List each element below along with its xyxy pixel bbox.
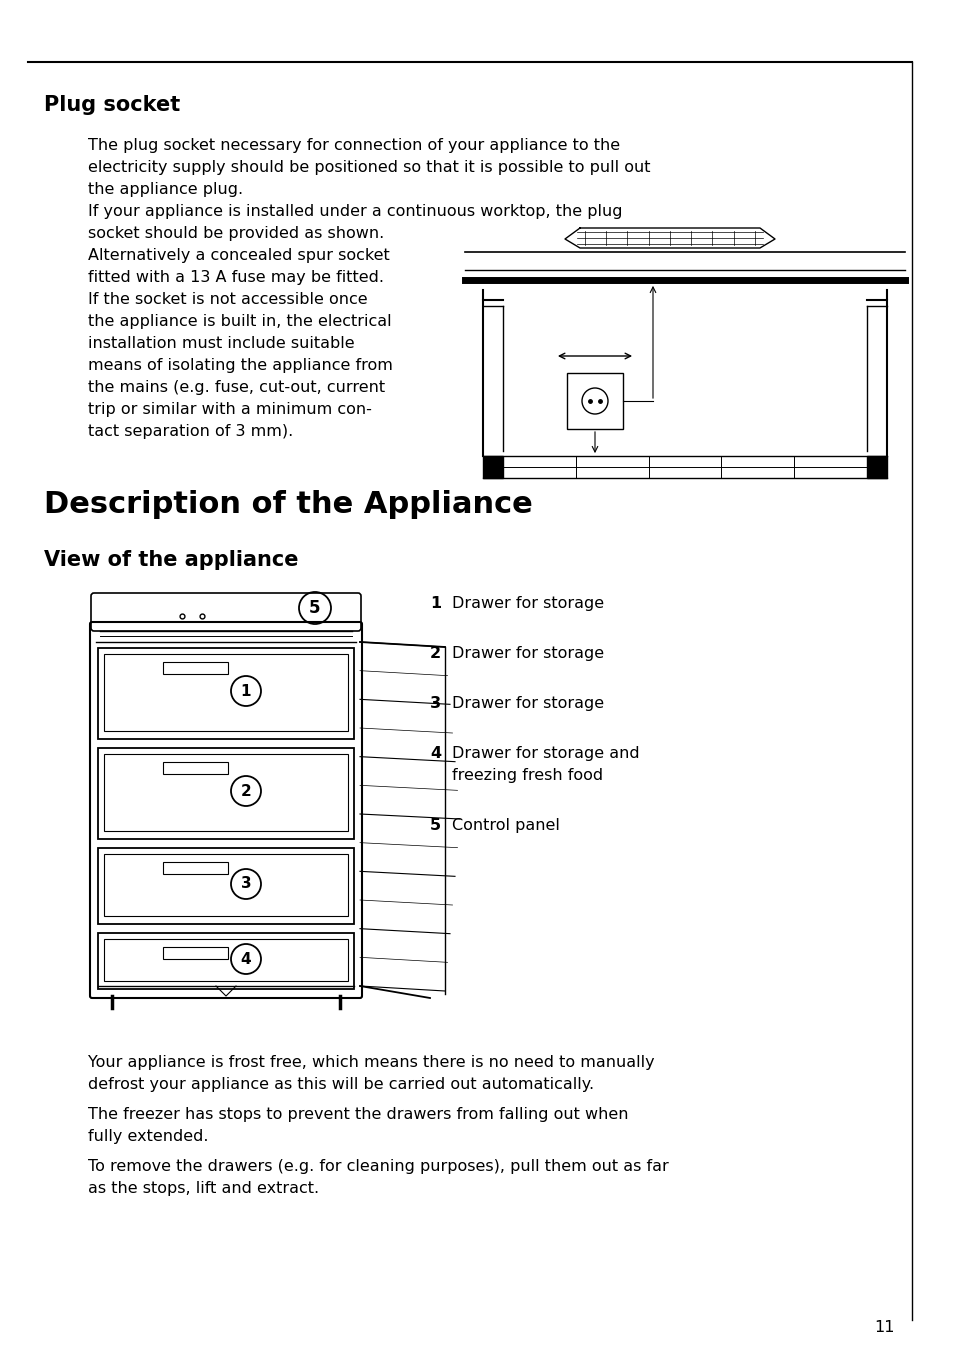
Text: trip or similar with a minimum con-: trip or similar with a minimum con-	[88, 402, 372, 416]
Text: 3: 3	[240, 876, 251, 891]
Bar	[98, 933, 354, 990]
Text: freezing fresh food: freezing fresh food	[452, 768, 602, 783]
Bar	[104, 754, 348, 831]
Bar	[104, 854, 348, 917]
Text: defrost your appliance as this will be carried out automatically.: defrost your appliance as this will be c…	[88, 1078, 594, 1092]
Bar	[163, 863, 228, 873]
Text: the appliance is built in, the electrical: the appliance is built in, the electrica…	[88, 314, 392, 329]
Text: The freezer has stops to prevent the drawers from falling out when: The freezer has stops to prevent the dra…	[88, 1107, 628, 1122]
Bar	[98, 748, 354, 840]
Text: 4: 4	[430, 746, 440, 761]
Text: The plug socket necessary for connection of your appliance to the: The plug socket necessary for connection…	[88, 138, 619, 153]
Bar	[566, 373, 622, 429]
Text: Drawer for storage and: Drawer for storage and	[452, 746, 639, 761]
Bar	[98, 848, 354, 923]
Text: as the stops, lift and extract.: as the stops, lift and extract.	[88, 1182, 319, 1197]
Text: 2: 2	[240, 784, 251, 799]
Bar	[104, 940, 348, 982]
Text: Control panel: Control panel	[452, 818, 559, 833]
Text: 5: 5	[430, 818, 440, 833]
Text: 1: 1	[240, 684, 251, 699]
Text: fully extended.: fully extended.	[88, 1129, 209, 1144]
Bar	[98, 648, 354, 740]
Text: Description of the Appliance: Description of the Appliance	[44, 489, 532, 519]
Text: tact separation of 3 mm).: tact separation of 3 mm).	[88, 425, 293, 439]
Text: the mains (e.g. fuse, cut-out, current: the mains (e.g. fuse, cut-out, current	[88, 380, 385, 395]
Bar	[163, 662, 228, 675]
Text: 1: 1	[430, 596, 440, 611]
Text: 4: 4	[240, 952, 251, 967]
Text: To remove the drawers (e.g. for cleaning purposes), pull them out as far: To remove the drawers (e.g. for cleaning…	[88, 1159, 668, 1174]
Bar	[482, 456, 502, 479]
Bar	[866, 456, 886, 479]
Text: Drawer for storage: Drawer for storage	[452, 646, 603, 661]
Text: 11: 11	[874, 1320, 894, 1334]
Text: If your appliance is installed under a continuous worktop, the plug: If your appliance is installed under a c…	[88, 204, 622, 219]
Text: fitted with a 13 A fuse may be fitted.: fitted with a 13 A fuse may be fitted.	[88, 270, 384, 285]
Text: socket should be provided as shown.: socket should be provided as shown.	[88, 226, 384, 241]
Text: means of isolating the appliance from: means of isolating the appliance from	[88, 358, 393, 373]
Text: installation must include suitable: installation must include suitable	[88, 337, 355, 352]
Bar	[163, 763, 228, 773]
Text: 5: 5	[309, 599, 320, 617]
Text: View of the appliance: View of the appliance	[44, 550, 298, 571]
Text: Drawer for storage: Drawer for storage	[452, 696, 603, 711]
Text: Your appliance is frost free, which means there is no need to manually: Your appliance is frost free, which mean…	[88, 1055, 654, 1069]
Bar	[163, 946, 228, 959]
Text: electricity supply should be positioned so that it is possible to pull out: electricity supply should be positioned …	[88, 160, 650, 174]
Text: 2: 2	[430, 646, 440, 661]
Text: Plug socket: Plug socket	[44, 95, 180, 115]
Text: Alternatively a concealed spur socket: Alternatively a concealed spur socket	[88, 247, 390, 264]
Text: the appliance plug.: the appliance plug.	[88, 183, 243, 197]
Bar	[104, 654, 348, 731]
Text: If the socket is not accessible once: If the socket is not accessible once	[88, 292, 367, 307]
Text: 3: 3	[430, 696, 440, 711]
Text: Drawer for storage: Drawer for storage	[452, 596, 603, 611]
